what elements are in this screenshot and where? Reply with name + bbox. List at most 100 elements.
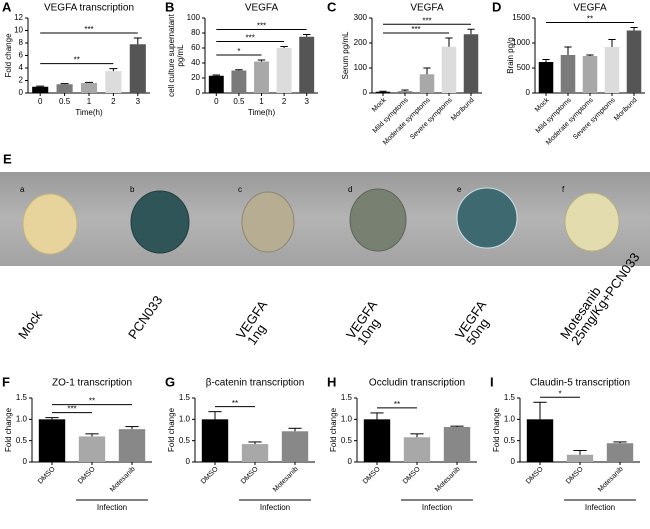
x-tick-label: 0	[214, 97, 219, 106]
chart-title: VEGFA	[245, 3, 279, 14]
y-tick-label: 1.5	[341, 393, 353, 402]
bar	[526, 419, 554, 462]
error-bar	[248, 441, 262, 445]
bar	[363, 419, 391, 462]
y-axis-label: Fold change	[492, 407, 501, 452]
panel-letter: F	[2, 374, 10, 389]
y-tick-label: 300	[354, 13, 368, 22]
bar	[276, 48, 292, 93]
error-bar	[410, 433, 424, 438]
significance-label: ***	[84, 25, 93, 34]
bar	[118, 429, 146, 462]
brains	[22, 187, 620, 255]
y-tick-label: 1.5	[16, 393, 28, 402]
x-tick-label: Mock	[371, 96, 388, 113]
y-axis-label: Fold change	[167, 407, 176, 452]
y-tick-label: 100	[187, 13, 201, 22]
chart-title: ZO-1 transcription	[52, 378, 132, 389]
bar	[419, 74, 435, 93]
x-tick-label: 1	[259, 97, 264, 106]
y-tick-label: 0	[526, 88, 531, 97]
y-tick-label: 0.5	[179, 436, 191, 445]
significance-label: **	[74, 56, 80, 65]
y-tick-label: 100	[354, 63, 368, 72]
panel-letter: G	[165, 374, 175, 389]
y-tick-label: 0	[19, 88, 24, 97]
y-tick-label: 500	[517, 63, 531, 72]
bar	[80, 83, 98, 93]
y-tick-label: 1.0	[341, 414, 353, 423]
chart-title: Occludin transcription	[369, 378, 465, 389]
y-tick-label: 0	[196, 88, 201, 97]
photo-letter: d	[348, 185, 352, 194]
error-bar	[533, 401, 547, 420]
y-tick-label: 20	[191, 73, 200, 82]
brain	[130, 190, 190, 254]
bar	[582, 56, 598, 93]
chart-title: VEGFA	[410, 3, 444, 14]
photo-label: PCN033	[125, 293, 165, 342]
x-tick-label: DMSO	[240, 465, 260, 485]
significance-label: ***	[422, 16, 431, 25]
y-tick-label: 40	[191, 58, 200, 67]
chart-title: VEGFA	[573, 3, 607, 14]
photo-letter: b	[130, 185, 135, 194]
error-bar	[280, 46, 288, 48]
error-bar	[586, 54, 594, 56]
y-tick-label: 1000	[512, 38, 530, 47]
error-bar	[573, 449, 587, 455]
y-tick-label: 4	[19, 63, 24, 72]
y-tick-label: 8	[19, 38, 24, 47]
y-tick-label: 10	[14, 26, 23, 35]
y-tick-label: 0	[363, 88, 368, 97]
photo-letter: e	[457, 185, 462, 194]
bar	[32, 86, 49, 93]
error-bar	[288, 427, 302, 432]
x-axis-label: Time(h)	[248, 108, 276, 117]
bar	[129, 44, 146, 93]
y-axis-label: pg/mL	[176, 44, 185, 67]
bar	[397, 91, 413, 93]
y-axis-label: Fold change	[329, 407, 338, 452]
bar	[538, 62, 554, 93]
bar	[208, 75, 224, 93]
x-tick-label: DMSO	[565, 465, 585, 485]
x-tick-label: Severe symptoms	[572, 96, 617, 141]
panel-letter: B	[165, 0, 174, 14]
brain	[241, 191, 295, 253]
error-bar	[45, 417, 59, 420]
y-axis-label: Fold change	[4, 407, 13, 452]
error-bar	[370, 412, 384, 420]
y-tick-label: 200	[354, 38, 368, 47]
error-bar	[401, 89, 409, 92]
group-label: Infection	[585, 503, 615, 512]
error-bar	[60, 83, 69, 85]
bar	[105, 71, 122, 93]
y-tick-label: 1.0	[179, 414, 191, 423]
bar	[56, 84, 73, 93]
chart-title: β-catenin transcription	[206, 378, 305, 389]
panel-letter: E	[3, 151, 12, 166]
significance-label: **	[89, 397, 95, 406]
significance-label: *	[558, 389, 561, 398]
photo-background	[0, 172, 650, 266]
y-axis-label: Fold change	[4, 33, 13, 78]
group-label: Infection	[97, 503, 127, 512]
bar	[443, 427, 471, 462]
bar	[403, 437, 431, 462]
x-tick-label: 0	[38, 97, 43, 106]
bar	[463, 34, 479, 93]
error-bar	[445, 37, 453, 47]
x-tick-label: DMSO	[200, 465, 220, 485]
brain	[456, 187, 518, 249]
error-bar	[235, 69, 243, 71]
bar	[566, 454, 594, 462]
bar	[606, 443, 634, 462]
x-tick-label: 3	[304, 97, 309, 106]
y-tick-label: 80	[191, 28, 200, 37]
error-bar	[564, 46, 572, 55]
chart-title: Claudin-5 transcription	[530, 378, 630, 389]
error-bar	[450, 425, 464, 428]
error-bar	[208, 411, 222, 420]
